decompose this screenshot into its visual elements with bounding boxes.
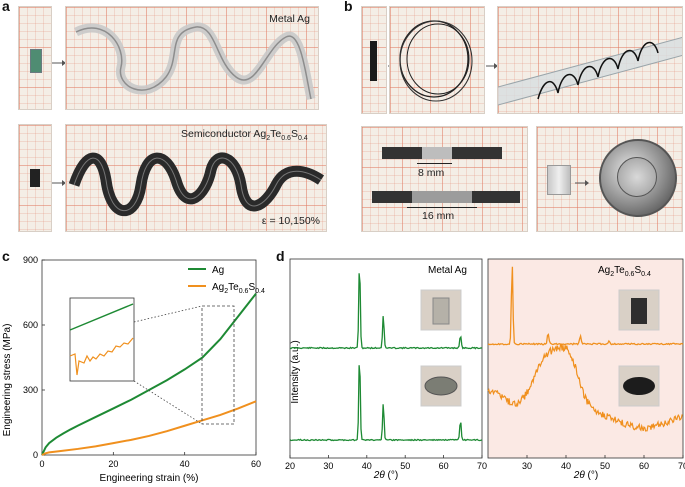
d-x-tick-label: 50 [400, 461, 410, 471]
stress-strain-chart: Engineering stress (MPa) Engineering str… [2, 255, 265, 484]
d-thumb-alloy-ingot [618, 289, 660, 331]
legend-alloy: Ag2Te0.6S0.4 [212, 282, 265, 295]
d-x-axis-label-right: 2θ (°) [573, 470, 598, 481]
xrd-alloy-bottom-line [487, 343, 683, 432]
d-x-tick-label: 60 [439, 461, 449, 471]
d-right-frame [487, 258, 684, 459]
arrow-icon [486, 57, 498, 75]
legend-ag: Ag [212, 265, 224, 276]
xrd-ag-top-line [289, 273, 483, 350]
panel-a-sample-photo-bottom [18, 124, 52, 232]
series-alloy-line [41, 400, 257, 456]
d-metal-label: Metal Ag [428, 265, 467, 276]
panel-a-sample-photo-top [18, 6, 52, 110]
c-x-tick-label: 60 [251, 459, 261, 469]
d-x-tick-label: 50 [600, 461, 610, 471]
d-x-tick-label: 30 [522, 461, 532, 471]
panel-b-coin-photo [536, 126, 683, 232]
c-x-tick-label: 0 [39, 459, 44, 469]
panel-b-coil-photo [389, 6, 485, 114]
alloy-rod [370, 41, 377, 81]
c-x-axis-label: Engineering strain (%) [100, 473, 199, 484]
c-y-tick-label: 0 [33, 450, 38, 460]
c-y-tick-label: 300 [23, 385, 38, 395]
xrd-ag-bottom-line [289, 365, 483, 442]
d-x-axis-label-left: 2θ (°) [373, 470, 398, 481]
d-y-axis-label: Intensity (a.u.) [290, 340, 301, 403]
zoom-box [201, 305, 235, 425]
panel-c-label: c [2, 248, 10, 264]
semiconductor-label: Semiconductor Ag2Te0.6S0.4 [181, 128, 308, 143]
arrow-icon [575, 174, 589, 192]
d-alloy-label: Ag2Te0.6S0.4 [598, 265, 651, 278]
inset-zoom [69, 297, 135, 382]
d-x-tick-label: 60 [639, 461, 649, 471]
d-x-tick-label: 40 [362, 461, 372, 471]
panel-b-label: b [344, 0, 353, 14]
panel-a-semiconductor-photo: Semiconductor Ag2Te0.6S0.4 ε = 10,150% [65, 124, 327, 232]
c-y-axis-label: Engineering stress (MPa) [2, 324, 13, 437]
specimen-after [372, 191, 520, 203]
xrd-chart: Intensity (a.u.) 2030405060703040506070 … [285, 258, 685, 481]
alloy-ingot [30, 169, 40, 187]
d-thumb-alloy-flat [618, 365, 660, 407]
d-x-tick-label: 70 [678, 461, 685, 471]
ingot-block [547, 165, 571, 195]
length-label-8mm: 8 mm [418, 167, 445, 179]
d-x-tick-label: 70 [477, 461, 487, 471]
d-x-tick-label: 40 [561, 461, 571, 471]
panel-a-metal-photo: Metal Ag [65, 6, 319, 110]
specimen-before [382, 147, 502, 159]
d-x-tick-label: 20 [285, 461, 295, 471]
ag-ingot [30, 49, 42, 73]
length-label-16mm: 16 mm [422, 210, 455, 222]
arrow-icon [52, 174, 66, 192]
panel-b-tensile-photo: 8 mm 16 mm [361, 126, 528, 232]
arrow-icon [52, 54, 66, 72]
panel-a-label: a [2, 0, 10, 14]
xrd-alloy-top-line [487, 266, 684, 346]
panel-b-ingot-photo [361, 6, 387, 114]
c-plot-frame [41, 259, 257, 456]
series-ag-line [41, 292, 257, 456]
d-x-tick-label: 30 [323, 461, 333, 471]
panel-b-spiral-photo [497, 6, 683, 114]
c-x-tick-label: 20 [108, 459, 118, 469]
c-legend: Ag Ag2Te0.6S0.4 [188, 265, 265, 295]
panel-d-label: d [276, 248, 285, 264]
d-thumb-ag-ingot [420, 289, 462, 331]
strain-annotation: ε = 10,150% [261, 215, 320, 227]
metal-ag-label: Metal Ag [269, 13, 310, 25]
d-left-frame [289, 258, 483, 459]
c-y-tick-label: 600 [23, 320, 38, 330]
c-x-tick-label: 40 [180, 459, 190, 469]
d-thumb-ag-flat [420, 365, 462, 407]
embossed-coin [599, 139, 677, 217]
c-y-tick-label: 900 [23, 255, 38, 265]
